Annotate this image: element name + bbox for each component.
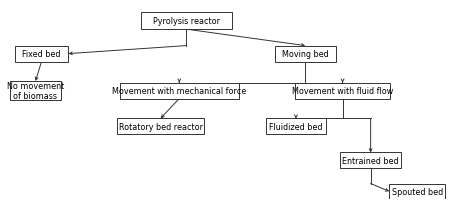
Text: Rotatory bed reactor: Rotatory bed reactor [118, 122, 202, 131]
FancyBboxPatch shape [265, 119, 326, 135]
FancyBboxPatch shape [295, 83, 391, 99]
FancyBboxPatch shape [275, 46, 336, 62]
Text: Pyrolysis reactor: Pyrolysis reactor [153, 17, 220, 26]
Text: Fixed bed: Fixed bed [22, 50, 61, 59]
FancyBboxPatch shape [389, 184, 445, 199]
Text: Fluidized bed: Fluidized bed [269, 122, 323, 131]
Text: No movement
of biomass: No movement of biomass [7, 81, 64, 101]
Text: Movement with fluid flow: Movement with fluid flow [292, 87, 393, 96]
FancyBboxPatch shape [120, 83, 239, 99]
FancyBboxPatch shape [141, 13, 232, 30]
FancyBboxPatch shape [10, 82, 61, 100]
Text: Moving bed: Moving bed [282, 50, 328, 59]
Text: Spouted bed: Spouted bed [392, 187, 443, 196]
FancyBboxPatch shape [118, 119, 204, 135]
FancyBboxPatch shape [340, 153, 401, 169]
Text: Movement with mechanical force: Movement with mechanical force [112, 87, 246, 96]
Text: Entrained bed: Entrained bed [342, 156, 399, 165]
FancyBboxPatch shape [15, 46, 68, 62]
